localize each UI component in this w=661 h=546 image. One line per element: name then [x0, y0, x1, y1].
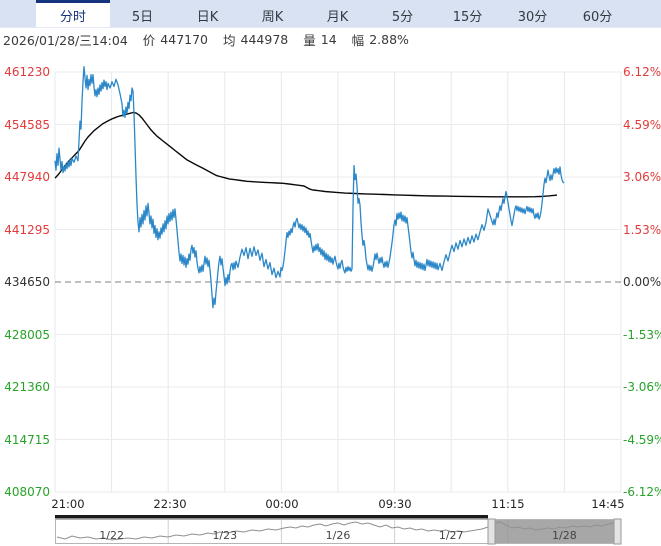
tab-15min[interactable]: 15分 — [452, 9, 483, 25]
volume-value: 14 — [320, 31, 337, 47]
navigator-range-bar — [55, 515, 488, 519]
percent-axis-label: -3.06% — [623, 380, 661, 394]
price-axis-label: 447940 — [4, 170, 50, 184]
quote-datetime: 2026/01/28/三14:04 — [3, 32, 128, 48]
percent-axis-label: -4.59% — [623, 432, 661, 447]
price-line — [54, 66, 565, 309]
navigator-date-label: 1/23 — [212, 529, 238, 542]
price-label: 价 — [142, 32, 156, 48]
time-axis-label: 22:30 — [153, 497, 187, 511]
percent-axis-label: 1.53% — [623, 222, 661, 237]
average-line — [54, 111, 558, 198]
navigator-left-handle[interactable] — [487, 518, 496, 545]
navigator-right-handle[interactable] — [613, 518, 622, 545]
tab-5min[interactable]: 5分 — [391, 9, 414, 25]
time-axis-label: 21:00 — [51, 497, 85, 511]
quote-volume: 量 14 — [303, 30, 336, 49]
percent-axis-label: -1.53% — [623, 327, 661, 342]
time-axis-label: 09:30 — [378, 497, 412, 511]
average-label: 均 — [223, 32, 236, 48]
time-axis-label: 00:00 — [265, 497, 299, 511]
time-axis-label: 11:15 — [491, 497, 525, 511]
time-axis-label: 14:45 — [591, 497, 625, 511]
price-axis-label: 414715 — [4, 432, 50, 447]
percent-axis-label: 6.12% — [623, 65, 661, 79]
percent-axis-label: -6.12% — [623, 485, 661, 499]
price-value: 447170 — [160, 31, 209, 47]
tab-5day[interactable]: 5日 — [131, 9, 154, 25]
percent-axis-label: 0.00% — [623, 275, 661, 289]
price-axis-label: 454585 — [4, 117, 50, 132]
navigator-date-label: 1/26 — [325, 529, 351, 542]
tab-minute[interactable]: 分时 — [36, 0, 110, 27]
quote-range: 幅 2.88% — [352, 30, 409, 49]
tab-weekly-k[interactable]: 周K — [261, 9, 284, 25]
tab-30min[interactable]: 30分 — [517, 9, 548, 25]
navigator-date-label: 1/27 — [438, 529, 464, 542]
price-axis-label: 428005 — [4, 327, 50, 342]
price-axis-label: 434650 — [4, 275, 50, 289]
tab-daily-k[interactable]: 日K — [196, 9, 219, 25]
price-axis-label: 421360 — [4, 380, 50, 394]
percent-axis-label: 4.59% — [623, 117, 661, 132]
period-tabbar: 分时 5日 日K 周K 月K 5分 15分 30分 60分 — [0, 0, 661, 28]
tab-monthly-k[interactable]: 月K — [326, 9, 349, 25]
navigator-date-label: 1/22 — [99, 529, 124, 542]
price-axis-label: 408070 — [4, 485, 50, 499]
volume-label: 量 — [303, 32, 316, 48]
tab-60min[interactable]: 60分 — [582, 9, 613, 25]
price-axis-label: 461230 — [4, 65, 50, 79]
percent-axis-label: 3.06% — [623, 170, 661, 184]
navigator-selection[interactable] — [495, 520, 614, 543]
range-value: 2.88% — [369, 31, 409, 47]
range-label: 幅 — [351, 32, 365, 48]
quote-average: 均 444978 — [223, 30, 288, 49]
average-value: 444978 — [240, 31, 289, 47]
quote-price: 价 447170 — [143, 30, 208, 49]
price-axis-label: 441295 — [4, 222, 50, 237]
navigator-date-label: 1/28 — [552, 529, 577, 542]
